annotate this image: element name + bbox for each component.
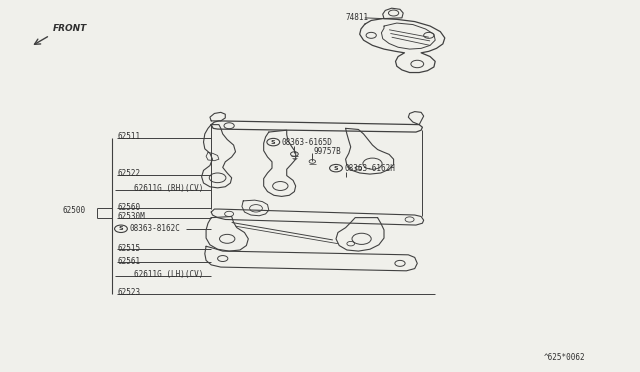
Text: ^625*0062: ^625*0062	[544, 353, 586, 362]
Text: 62523: 62523	[117, 288, 140, 297]
Text: 62560: 62560	[117, 203, 140, 212]
Text: FRONT: FRONT	[52, 25, 87, 33]
Text: 62611G (RH)(CV): 62611G (RH)(CV)	[134, 184, 204, 193]
Text: S: S	[271, 140, 276, 145]
Text: S: S	[118, 226, 124, 231]
Text: 62515: 62515	[117, 244, 140, 253]
Text: 08363-6165D: 08363-6165D	[282, 138, 332, 147]
Text: 62511: 62511	[117, 132, 140, 141]
Text: 62611G (LH)(CV): 62611G (LH)(CV)	[134, 270, 204, 279]
Text: 62561: 62561	[117, 257, 140, 266]
Text: 62500: 62500	[63, 206, 86, 215]
Text: 62530M: 62530M	[117, 212, 145, 221]
Text: 08363-6162H: 08363-6162H	[344, 164, 395, 173]
Text: 74811: 74811	[346, 13, 369, 22]
Text: 08363-8162C: 08363-8162C	[129, 224, 180, 233]
Text: S: S	[333, 166, 339, 171]
Text: 99757B: 99757B	[314, 147, 341, 156]
Text: 62522: 62522	[117, 169, 140, 178]
